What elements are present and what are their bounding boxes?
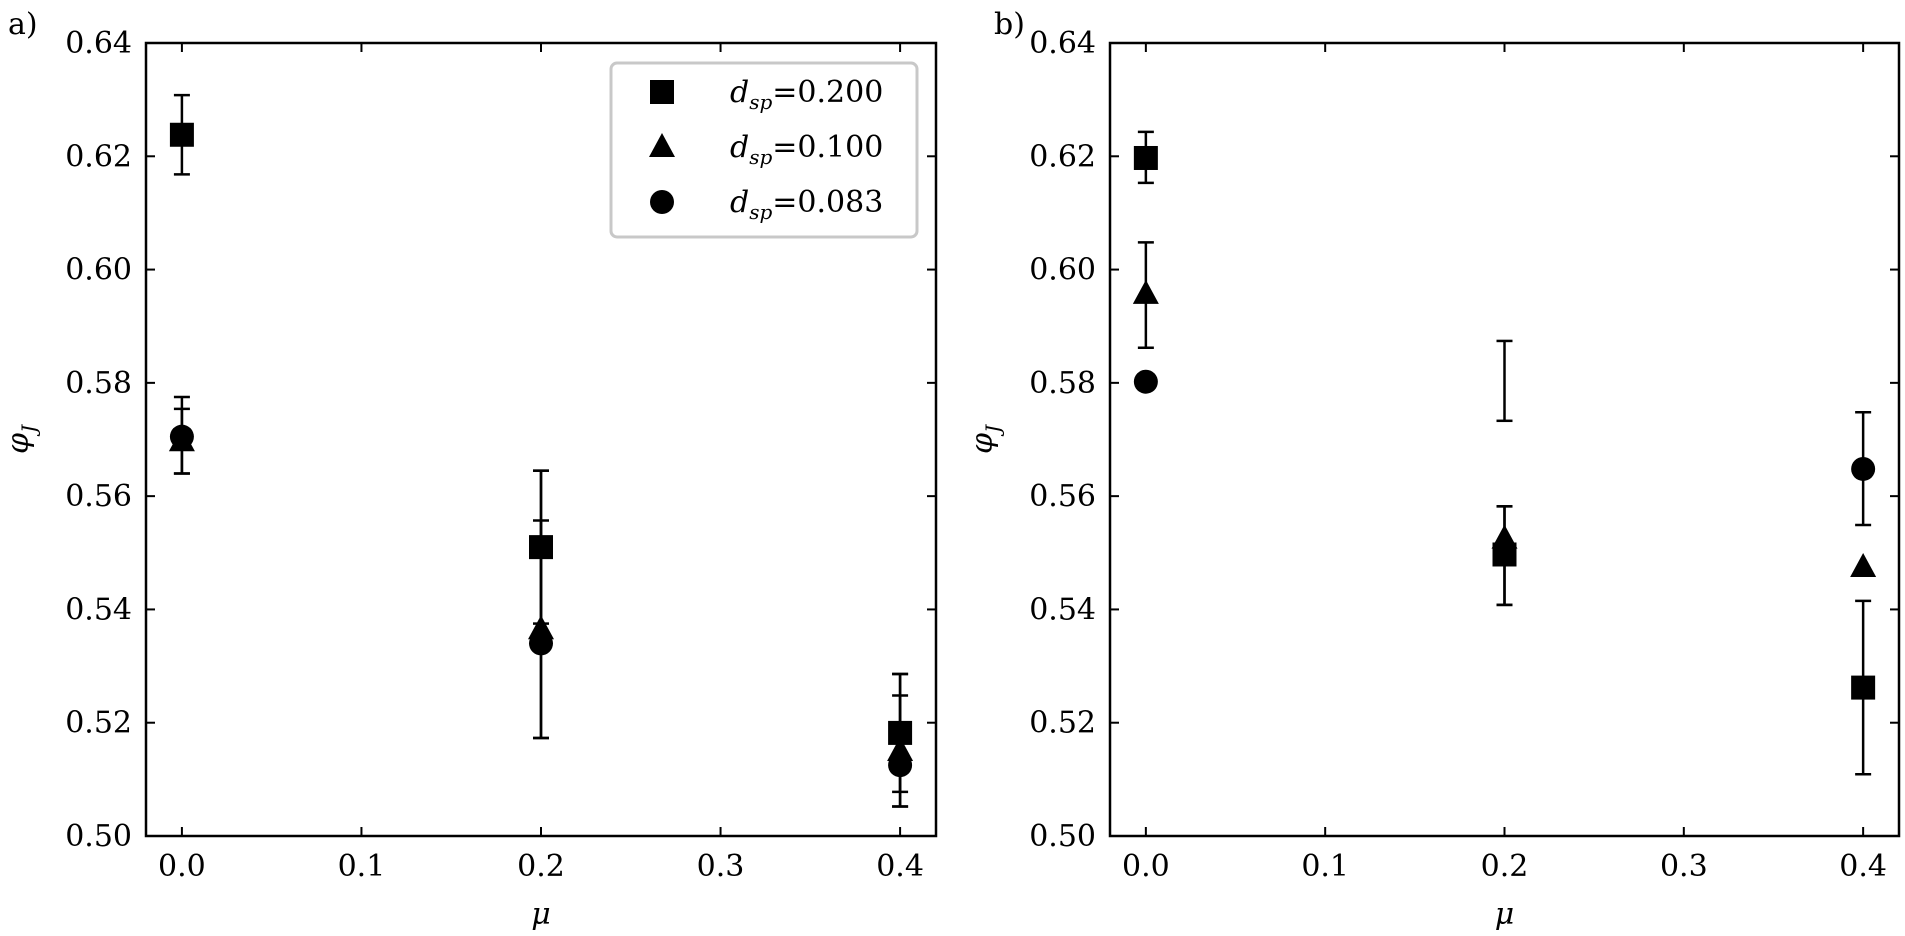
y-tick-label: 0.64 <box>65 26 132 61</box>
y-tick-label: 0.54 <box>1029 592 1096 627</box>
y-axis-label-subscript: J <box>17 424 41 437</box>
x-tick-label: 0.2 <box>1481 849 1529 884</box>
legend-d: d <box>730 130 749 165</box>
x-tick-label: 0.3 <box>697 849 745 884</box>
y-tick-label: 0.56 <box>65 479 132 514</box>
y-tick-label: 0.56 <box>1029 479 1096 514</box>
marker-square <box>169 122 194 147</box>
legend-value: =0.200 <box>772 75 883 110</box>
y-tick-label: 0.58 <box>1029 366 1096 401</box>
marker-circle <box>650 190 674 214</box>
marker-triangle <box>1491 524 1518 549</box>
marker-circle <box>1133 369 1158 394</box>
marker-circle <box>169 424 194 449</box>
marker-triangle <box>649 133 675 157</box>
series-circle <box>169 395 913 808</box>
legend-value: =0.083 <box>772 185 883 220</box>
panel-b: 0.0 0.1 0.2 0.3 0.4 0.50 0.52 0.54 0.56 0.58 0.60 0… <box>965 7 1901 932</box>
y-tick-label: 0.62 <box>65 139 132 174</box>
y-tick-label: 0.52 <box>65 706 132 741</box>
marker-square <box>1133 145 1158 170</box>
y-axis-label: φJ <box>965 424 1005 454</box>
x-axis-label: μ <box>531 897 551 932</box>
x-tick-label: 0.4 <box>1839 849 1887 884</box>
panel-label: b) <box>994 7 1025 42</box>
legend-d: d <box>730 75 749 110</box>
legend-entry-label: dsp=0.100 <box>730 130 883 169</box>
series-triangle <box>1132 241 1877 607</box>
y-tick-label: 0.62 <box>1029 139 1096 174</box>
x-tick-label: 0.4 <box>876 849 924 884</box>
legend-d: d <box>730 185 749 220</box>
marker-circle <box>1851 456 1876 481</box>
y-tick-label: 0.52 <box>1029 706 1096 741</box>
x-tick-label: 0.3 <box>1660 849 1708 884</box>
y-tick-label: 0.54 <box>65 592 132 627</box>
x-tick-label: 0.0 <box>158 849 206 884</box>
x-axis-label: μ <box>1495 897 1515 932</box>
marker-triangle <box>1132 279 1159 304</box>
marker-square <box>1851 675 1876 700</box>
legend-subscript: sp <box>749 145 772 169</box>
y-tick-label: 0.50 <box>65 819 132 854</box>
y-axis-label-subscript: J <box>981 424 1005 437</box>
x-tick-label: 0.1 <box>338 849 386 884</box>
y-tick-label: 0.60 <box>65 253 132 288</box>
y-axis-label: φJ <box>1 424 41 454</box>
series-circle <box>1133 339 1876 527</box>
panel-label: a) <box>8 7 38 42</box>
y-tick-label: 0.50 <box>1029 819 1096 854</box>
marker-circle <box>888 753 913 778</box>
x-tick-label: 0.2 <box>517 849 565 884</box>
plot-frame <box>1108 41 1901 838</box>
legend-entry-label: dsp=0.083 <box>730 185 883 224</box>
marker-circle <box>529 631 553 656</box>
legend-box <box>609 61 919 239</box>
marker-triangle <box>1850 552 1877 577</box>
x-tick-label: 0.1 <box>1301 849 1349 884</box>
y-tick-label: 0.64 <box>1029 26 1096 61</box>
y-tick-label: 0.58 <box>65 366 132 401</box>
y-tick-label: 0.60 <box>1029 253 1096 288</box>
legend-entry-label: dsp=0.200 <box>730 75 883 114</box>
legend-subscript: sp <box>749 200 772 224</box>
legend-value: =0.100 <box>772 130 883 165</box>
panel-a: 0.0 0.1 0.2 0.3 0.4 0.50 0.52 0.54 0.56 0.58 0.60 0… <box>1 7 938 932</box>
legend-subscript: sp <box>749 90 772 114</box>
series-square <box>1133 130 1876 776</box>
x-tick-label: 0.0 <box>1122 849 1170 884</box>
marker-square <box>650 80 674 104</box>
